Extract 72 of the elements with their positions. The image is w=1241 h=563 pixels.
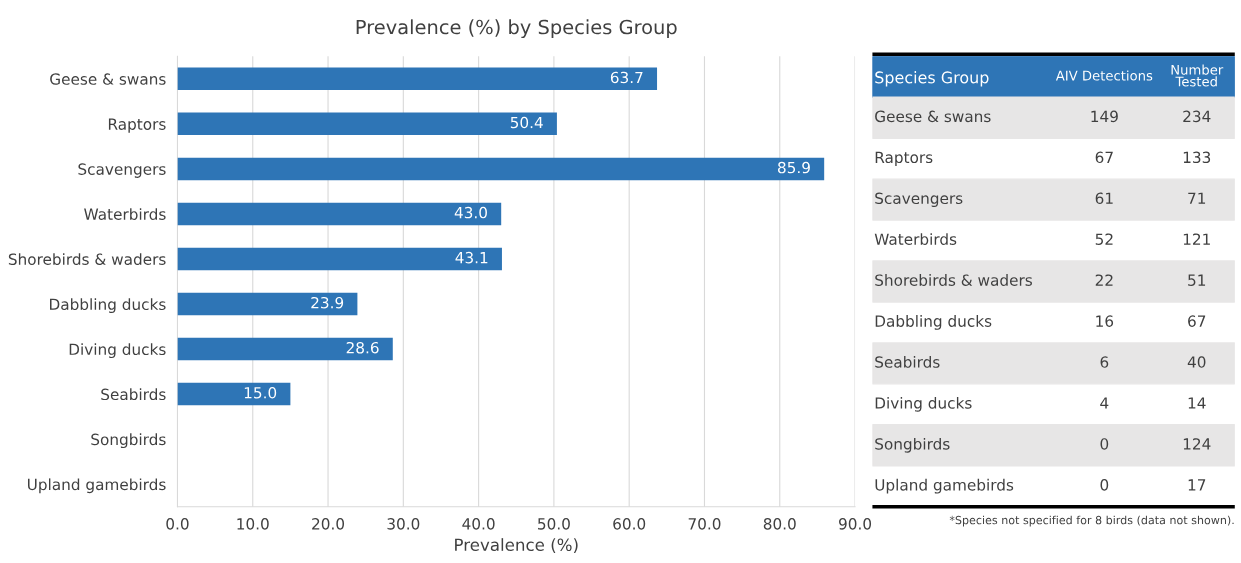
y-tick-label: Shorebirds & waders [8,253,166,265]
data-label: 0 [1100,438,1109,450]
x-axis-title: Prevalence (%) [455,538,578,554]
text: *Species not specified for 8 birds (data not shown). [949,515,1234,527]
data-label: 17 [1188,479,1206,491]
text: Number Tested [1171,64,1224,87]
data-label: 61 [1095,192,1113,205]
y-tick-label: Geese & swans [50,73,166,85]
data-label: 124 [1183,438,1211,450]
category-label: Shorebirds & waders [875,274,1032,286]
data-label: 4 [1100,397,1109,409]
bar [177,337,393,361]
series-label: AIV Detections [1055,70,1153,81]
x-tick-label: 30.0 [387,518,420,530]
y-tick-label: Scavengers [78,163,166,178]
x-tick-label: 10.0 [237,518,269,530]
data-label: 23.9 [311,296,344,309]
category-label: Songbirds [875,437,950,453]
chart-title: Prevalence (%) by Species Group [356,19,677,39]
data-label: 43.0 [454,206,487,219]
x-tick-label: 70.0 [688,518,721,530]
x-tick-label: 80.0 [763,518,796,530]
category-label: Seabirds [875,356,940,368]
bar [177,247,502,271]
category-label: Diving ducks [875,396,972,412]
data-label: 67 [1095,151,1113,164]
data-label: 52 [1095,233,1113,245]
data-label: 50.4 [510,116,543,129]
x-tick-label: 60.0 [613,518,646,530]
category-label: Scavengers [875,192,963,207]
data-label: 14 [1188,397,1206,409]
y-tick-label: Raptors [108,118,166,133]
x-tick-label: 0.0 [166,518,189,530]
legend-title: Species Group [875,71,989,87]
bar [177,157,825,181]
x-tick-label: 90.0 [839,518,872,530]
bar [177,112,557,136]
data-label: 133 [1183,151,1211,164]
data-label: 15.0 [244,386,277,399]
category-label: Dabbling ducks [875,315,992,330]
data-label: 51 [1188,274,1206,286]
y-tick-label: Songbirds [91,433,166,449]
y-tick-label: Dabbling ducks [50,298,166,313]
category-label: Raptors [875,151,933,167]
data-label: 85.9 [777,161,810,174]
data-label: 16 [1096,315,1114,327]
x-tick-label: 50.0 [538,518,570,530]
x-tick-label: 20.0 [312,518,345,530]
data-label: 121 [1183,233,1210,245]
data-label: 40 [1187,356,1206,368]
category-label: Geese & swans [875,110,991,123]
y-tick-label: Waterbirds [84,208,166,220]
data-label: 22 [1095,274,1113,286]
bar [177,382,291,406]
data-label: 43.1 [455,251,488,264]
data-label: 0 [1100,479,1109,491]
bar [177,202,502,226]
data-label: 67 [1188,315,1206,327]
x-tick-label: 40.0 [462,518,495,530]
bar [177,292,358,316]
category-label: Upland gamebirds [875,478,1014,494]
y-tick-label: Diving ducks [69,343,166,359]
category-label: Waterbirds [874,233,957,245]
y-tick-label: Seabirds [101,388,166,401]
y-tick-label: Upland gamebirds [28,478,166,494]
data-label: 234 [1183,110,1211,123]
data-label: 149 [1091,110,1118,123]
data-label: 28.6 [346,341,379,354]
data-label: 6 [1100,356,1109,368]
bar [177,67,658,91]
data-label: 71 [1188,192,1206,204]
data-label: 63.7 [610,71,643,84]
